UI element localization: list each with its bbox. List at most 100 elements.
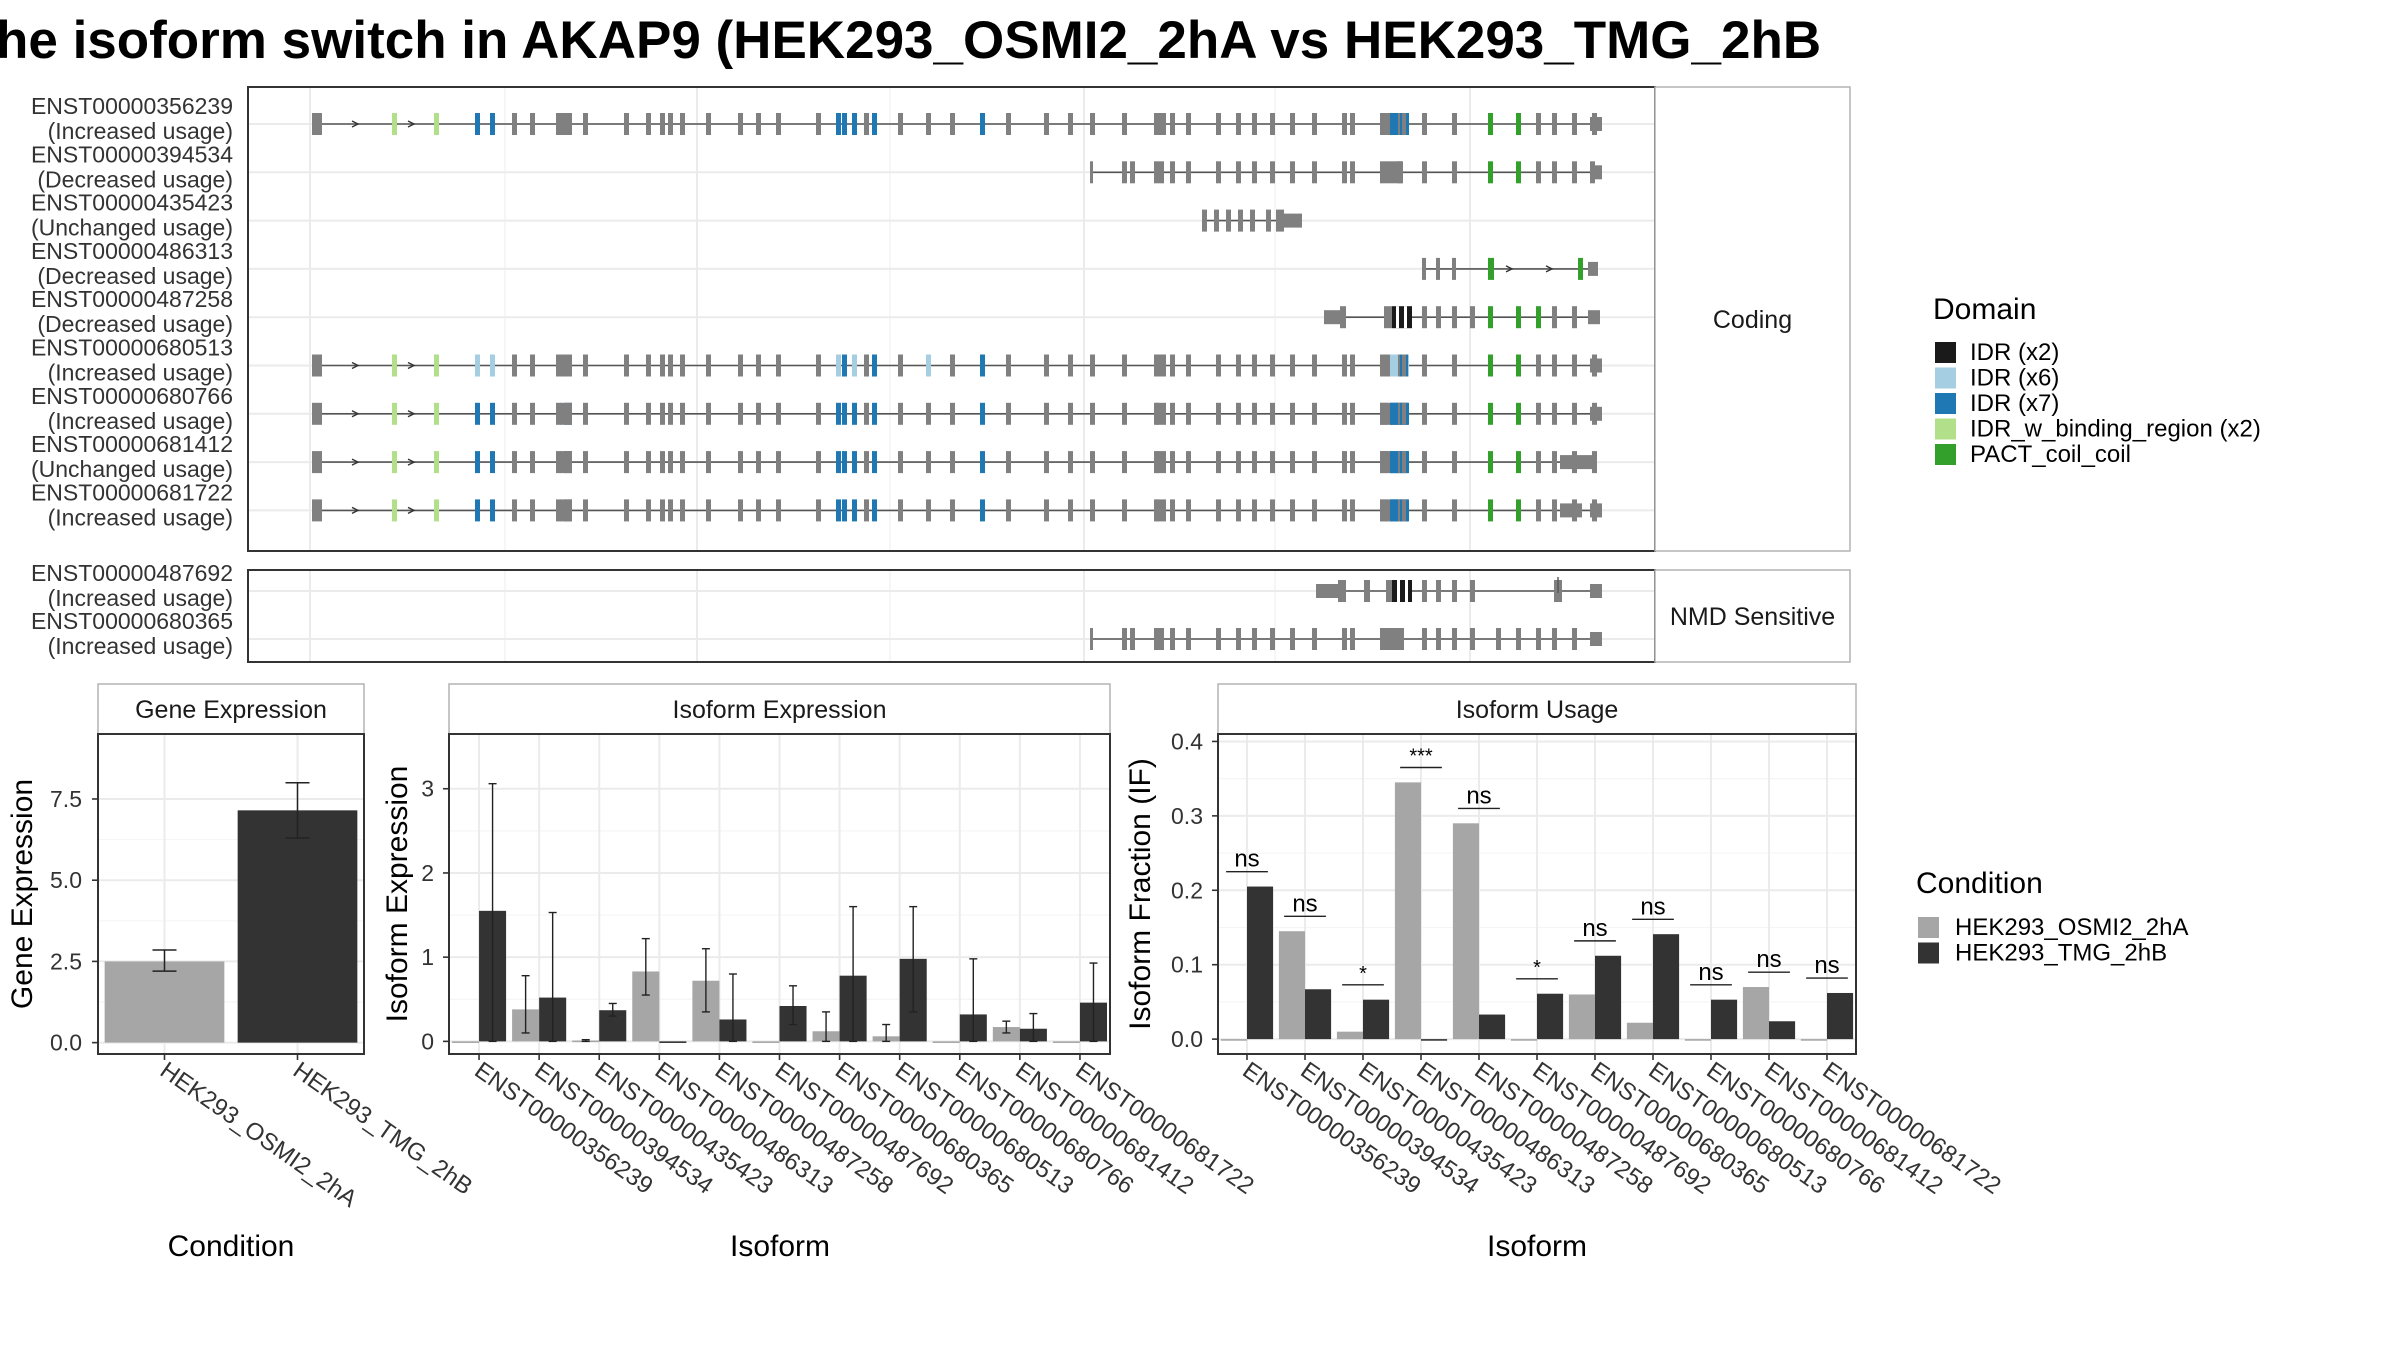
exon (583, 451, 588, 474)
exon (1402, 451, 1406, 474)
exon (1170, 161, 1175, 184)
panel-title: Isoform Expression (673, 696, 887, 724)
significance-label: ns (1292, 890, 1317, 917)
exon (490, 113, 495, 135)
exon (1350, 354, 1355, 377)
exon (1170, 628, 1175, 650)
exon (1452, 451, 1457, 474)
exon (556, 402, 561, 425)
significance-label: ns (1466, 782, 1491, 809)
exon (1006, 451, 1011, 474)
exon (560, 499, 572, 522)
exon (624, 113, 629, 135)
significance-label: ns (1234, 846, 1259, 873)
transcript-model (1324, 306, 1600, 329)
y-tick-label: 1 (421, 944, 434, 970)
exon (530, 113, 535, 135)
y-axis-title: Isoform Fraction (IF) (1124, 758, 1157, 1030)
y-tick-label: 5.0 (50, 867, 82, 893)
exon (1402, 113, 1406, 135)
exon (1006, 113, 1011, 135)
exon (1252, 402, 1257, 425)
exon (1488, 451, 1493, 474)
exon (1588, 310, 1600, 325)
exon (680, 451, 685, 474)
bar-osmi (1510, 1039, 1537, 1041)
exon (560, 354, 572, 377)
exon (706, 402, 711, 425)
exon (490, 402, 495, 425)
exon (1290, 161, 1295, 184)
exon (1236, 161, 1241, 184)
exon (1572, 161, 1577, 184)
exon (490, 354, 495, 377)
exon (776, 354, 781, 377)
exon (864, 402, 869, 425)
exon (1006, 402, 1011, 425)
exon (1290, 402, 1295, 425)
exon (312, 402, 322, 425)
exon (1380, 628, 1404, 650)
exon (1390, 402, 1398, 425)
exon (312, 451, 322, 474)
transcript-id-label: ENST00000681722 (31, 479, 233, 505)
exon (1266, 209, 1271, 232)
exon (1380, 161, 1402, 184)
exon (1090, 628, 1093, 650)
exon (392, 354, 397, 377)
exon (1552, 628, 1557, 650)
transcript-id-label: ENST00000680513 (31, 335, 233, 361)
exon (1488, 402, 1493, 425)
exon (1186, 628, 1191, 650)
exon (556, 499, 561, 522)
exon (1270, 628, 1275, 650)
exon (1422, 499, 1427, 522)
exon (1324, 310, 1340, 325)
exon (1290, 499, 1295, 522)
condition-legend-label: HEK293_OSMI2_2hA (1955, 914, 2188, 941)
y-tick-label: 0 (421, 1028, 434, 1054)
exon (864, 113, 869, 135)
x-axis-title: Condition (168, 1230, 295, 1263)
exon (756, 113, 761, 135)
exon (816, 113, 821, 135)
transcript-model (312, 499, 1602, 522)
exon (1350, 113, 1355, 135)
exon (1516, 113, 1521, 135)
transcript-usage-label: (Decreased usage) (37, 263, 233, 289)
exon (583, 402, 588, 425)
exon (1397, 580, 1400, 602)
exon (1154, 161, 1164, 184)
exon (1226, 209, 1231, 232)
domain-legend-label: IDR (x7) (1970, 390, 2059, 417)
exon (1214, 209, 1219, 232)
exon (1396, 306, 1399, 329)
significance-label: ns (1582, 915, 1607, 942)
exon (1488, 257, 1494, 280)
exon (1390, 113, 1398, 135)
bar-tmg (1363, 999, 1390, 1040)
exon (872, 402, 877, 425)
exon (1156, 451, 1166, 474)
bar-tmg (1247, 886, 1274, 1040)
figure-title: he isoform switch in AKAP9 (HEK293_OSMI2… (0, 11, 1821, 70)
bar-tmg (1537, 993, 1564, 1040)
exon (392, 499, 397, 522)
exon (1572, 628, 1577, 650)
exon (1090, 499, 1095, 522)
exon (668, 354, 673, 377)
exon (898, 451, 903, 474)
transcript-id-label: ENST00000680365 (31, 608, 233, 634)
exon (1404, 306, 1407, 329)
exon (1392, 580, 1412, 602)
exon (1270, 113, 1275, 135)
bar-osmi (1452, 823, 1479, 1040)
bar-tmg (1711, 999, 1738, 1040)
exon (1516, 451, 1521, 474)
exon (738, 499, 743, 522)
exon (1156, 113, 1166, 135)
exon (1090, 113, 1095, 135)
